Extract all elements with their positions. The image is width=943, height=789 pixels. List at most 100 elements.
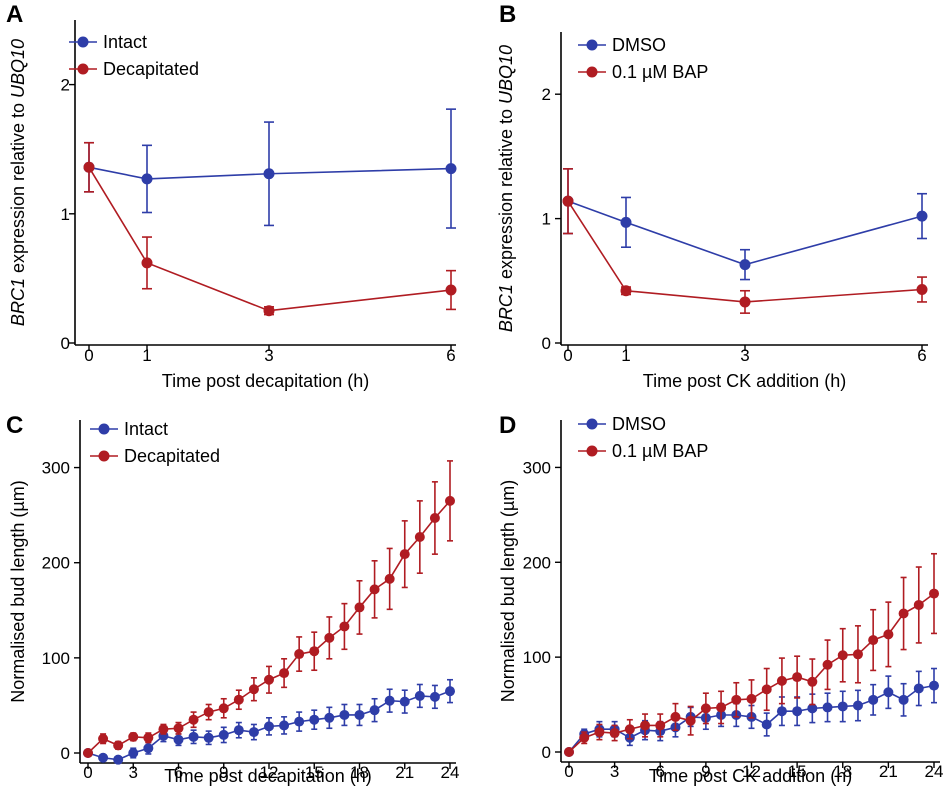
- data-point: [746, 693, 757, 704]
- data-point: [822, 702, 833, 713]
- y-tick-label: 2: [542, 85, 551, 104]
- data-point: [776, 675, 787, 686]
- data-point: [445, 495, 455, 506]
- data-point: [83, 748, 93, 758]
- data-point: [852, 649, 863, 660]
- data-point: [445, 686, 455, 697]
- data-point: [143, 732, 154, 743]
- data-point: [173, 734, 184, 745]
- data-point: [916, 284, 928, 296]
- series-red: [83, 460, 455, 758]
- data-point: [868, 635, 879, 646]
- data-point: [399, 696, 410, 707]
- y-axis-label-ref: UBQ10: [8, 39, 28, 98]
- data-point: [399, 549, 410, 560]
- y-axis-label-ref: UBQ10: [496, 45, 516, 104]
- data-point: [414, 532, 425, 543]
- legend-marker: [98, 423, 110, 435]
- x-tick-label: 24: [441, 763, 460, 782]
- data-point: [564, 747, 574, 757]
- data-point: [624, 724, 635, 735]
- x-tick-label: 15: [305, 763, 324, 782]
- data-point: [609, 728, 620, 739]
- x-tick-label: 21: [395, 763, 414, 782]
- legend-label: DMSO: [612, 414, 666, 434]
- series-line: [567, 200, 923, 303]
- data-point: [354, 709, 365, 720]
- data-point: [837, 650, 848, 661]
- data-point: [807, 676, 818, 687]
- y-tick-label: 0: [542, 743, 551, 762]
- data-point: [263, 305, 275, 317]
- data-point: [264, 721, 274, 732]
- y-axis-label: Normalised bud length (µm): [8, 480, 28, 702]
- series-red: [83, 141, 457, 317]
- x-tick-label: 3: [264, 346, 273, 365]
- x-tick-label: 6: [174, 763, 183, 782]
- data-point: [761, 719, 772, 730]
- series-blue: [562, 168, 928, 281]
- data-point: [188, 714, 199, 725]
- data-point: [445, 284, 457, 296]
- data-point: [579, 732, 590, 743]
- data-point: [248, 684, 259, 695]
- data-point: [822, 659, 833, 670]
- y-tick-label: 0: [61, 744, 70, 763]
- data-point: [263, 168, 275, 180]
- data-point: [141, 173, 153, 185]
- y-tick-label: 1: [61, 205, 70, 224]
- data-point: [429, 512, 440, 523]
- x-axis-label: Time post decapitation (h): [164, 766, 371, 786]
- x-axis-label: Time post CK addition (h): [643, 371, 846, 391]
- x-tick-label: 6: [917, 346, 926, 365]
- series-line: [87, 500, 451, 754]
- series-line: [88, 166, 452, 312]
- x-tick-label: 3: [129, 763, 138, 782]
- y-tick-label: 1: [542, 210, 551, 229]
- data-point: [339, 709, 350, 720]
- data-point: [685, 715, 696, 726]
- data-point: [279, 720, 290, 731]
- y-tick-label: 100: [523, 648, 551, 667]
- data-point: [218, 729, 229, 740]
- data-point: [218, 703, 229, 714]
- data-point: [83, 161, 95, 173]
- legend-marker: [586, 418, 598, 430]
- data-point: [173, 723, 184, 734]
- x-tick-label: 18: [833, 762, 852, 781]
- x-tick-label: 12: [260, 763, 279, 782]
- series-blue: [83, 108, 457, 229]
- legend-label: DMSO: [612, 35, 666, 55]
- legend-marker: [586, 39, 598, 51]
- data-point: [233, 725, 244, 736]
- data-point: [279, 668, 290, 679]
- x-tick-label: 6: [446, 346, 455, 365]
- data-point: [188, 731, 199, 742]
- series-line: [567, 200, 923, 266]
- data-point: [309, 646, 320, 657]
- data-point: [264, 674, 274, 685]
- data-point: [158, 724, 169, 735]
- series-line: [88, 166, 452, 180]
- legend-marker: [586, 445, 598, 457]
- legend-marker: [77, 63, 89, 75]
- data-point: [716, 702, 727, 713]
- data-point: [128, 731, 139, 742]
- y-tick-label: 2: [61, 76, 70, 95]
- x-tick-label: 0: [564, 762, 573, 781]
- data-point: [883, 629, 894, 640]
- panel-letter: C: [6, 412, 23, 439]
- x-tick-label: 9: [701, 762, 710, 781]
- data-point: [655, 720, 666, 731]
- x-tick-label: 24: [925, 762, 943, 781]
- data-point: [640, 720, 651, 731]
- legend-marker: [77, 36, 89, 48]
- data-point: [309, 714, 320, 725]
- data-point: [620, 216, 632, 228]
- data-point: [916, 210, 928, 222]
- data-point: [913, 599, 924, 610]
- panel-b: B 0 1 2 0 1 3 6 Time post CK addition (h) BRC1 ex…: [496, 1, 928, 391]
- data-point: [141, 257, 153, 269]
- data-point: [339, 621, 350, 632]
